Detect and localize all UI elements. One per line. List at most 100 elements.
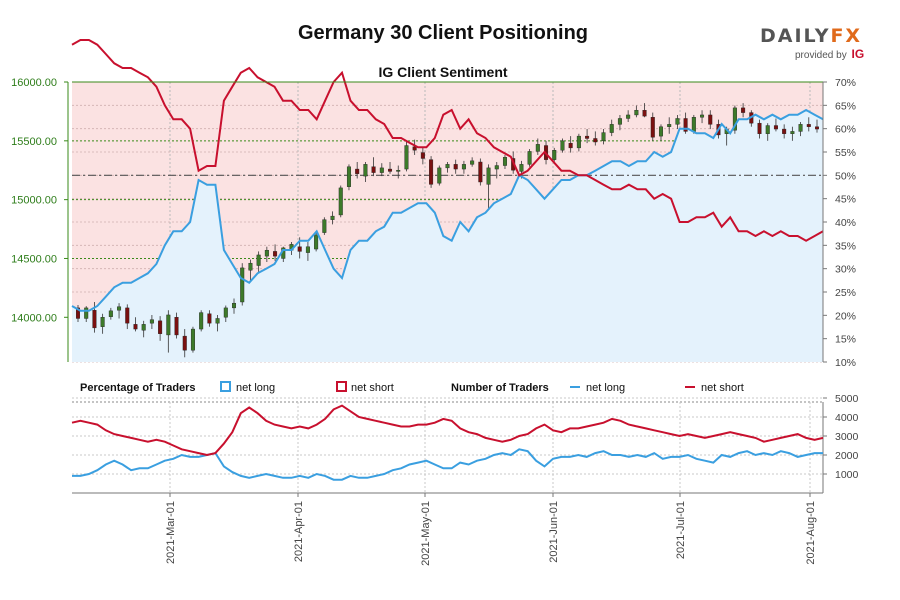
percent-tick-label: 20% xyxy=(835,310,856,322)
candle-body xyxy=(322,219,327,233)
candle-body xyxy=(314,234,319,250)
net-long-area xyxy=(72,110,823,362)
candle-body xyxy=(232,302,237,309)
price-tick-label: 14000.00 xyxy=(11,312,57,324)
percent-tick-label: 70% xyxy=(835,77,856,89)
candle-body xyxy=(773,125,778,130)
candle-body xyxy=(658,126,663,137)
candle-body xyxy=(502,157,507,166)
candle-body xyxy=(675,118,680,125)
candle-body xyxy=(412,146,417,151)
candle-body xyxy=(338,187,343,216)
candle-body xyxy=(601,132,606,142)
count-net-short-line xyxy=(71,404,824,457)
candle-body xyxy=(363,164,368,177)
x-tick-label: 2021-Jun-01 xyxy=(548,501,560,563)
candle-body xyxy=(568,142,573,149)
candle-body xyxy=(240,267,245,303)
candle-body xyxy=(790,131,795,134)
candle-body xyxy=(806,124,811,127)
candle-body xyxy=(683,118,688,132)
candle-body xyxy=(535,144,540,152)
candle-body xyxy=(782,128,787,134)
percent-tick-label: 15% xyxy=(835,334,856,346)
percent-tick-label: 45% xyxy=(835,194,856,206)
candle-body xyxy=(642,110,647,117)
provided-by: provided by IG xyxy=(795,47,864,61)
x-tick-label: 2021-Apr-01 xyxy=(293,501,305,562)
percent-tick-label: 50% xyxy=(835,170,856,182)
candle-body xyxy=(700,114,705,118)
candle-body xyxy=(174,317,179,336)
candle-body xyxy=(815,126,820,130)
candle-body xyxy=(626,114,631,119)
legend-net-short-swatch xyxy=(336,381,347,392)
percent-tick-label: 60% xyxy=(835,124,856,136)
panel-title: IG Client Sentiment xyxy=(378,64,507,80)
candle-body xyxy=(798,124,803,132)
candle-body xyxy=(617,118,622,125)
candle-body xyxy=(470,160,475,165)
candle-body xyxy=(560,140,565,151)
candle-body xyxy=(92,310,97,329)
candle-body xyxy=(108,310,113,317)
candle-body xyxy=(494,165,499,170)
candle-body xyxy=(486,167,491,185)
count-tick-label: 1000 xyxy=(835,469,859,481)
candle-body xyxy=(379,167,384,173)
candle-body xyxy=(297,246,302,252)
brand-main: DAILY xyxy=(760,25,831,47)
candle-body xyxy=(420,152,425,159)
candle-body xyxy=(519,164,524,172)
candle-body xyxy=(593,138,598,143)
candle-body xyxy=(305,246,310,253)
percent-tick-label: 25% xyxy=(835,287,856,299)
provided-by-label: provided by xyxy=(795,50,847,61)
candle-body xyxy=(429,159,434,185)
candle-body xyxy=(371,166,376,173)
brand-accent: FX xyxy=(830,25,863,47)
candle-body xyxy=(634,110,639,116)
candle-body xyxy=(552,150,557,160)
candle-body xyxy=(396,170,401,172)
dailyfx-logo: DAILYFX xyxy=(760,25,862,47)
net-short-line xyxy=(71,39,824,242)
percent-tick-label: 35% xyxy=(835,240,856,252)
candle-body xyxy=(158,320,163,334)
x-tick-label: 2021-Mar-01 xyxy=(165,501,177,564)
price-tick-label: 16000.00 xyxy=(11,77,57,89)
candle-body xyxy=(199,312,204,330)
x-tick-label: 2021-Aug-01 xyxy=(805,501,817,565)
candle-body xyxy=(732,107,737,131)
candle-body xyxy=(757,122,762,134)
legend-net-long-label: net long xyxy=(236,382,275,394)
net-long-line xyxy=(71,108,824,312)
candle-body xyxy=(149,319,154,324)
candle-body xyxy=(207,313,212,324)
candle-body xyxy=(453,164,458,170)
percent-tick-label: 40% xyxy=(835,217,856,229)
price-tick-label: 15000.00 xyxy=(11,195,57,207)
candle-body xyxy=(248,262,253,271)
ig-logo: IG xyxy=(851,47,865,61)
candle-body xyxy=(667,124,672,127)
candle-body xyxy=(166,314,171,336)
count-tick-label: 5000 xyxy=(835,393,859,405)
price-tick-label: 14500.00 xyxy=(11,253,57,265)
legend-count-short-label: net short xyxy=(701,382,744,394)
candle-body xyxy=(215,318,220,324)
candle-body xyxy=(125,307,130,324)
price-tick-label: 15500.00 xyxy=(11,136,57,148)
candle-body xyxy=(355,168,360,174)
candle-body xyxy=(117,306,122,311)
count-tick-label: 4000 xyxy=(835,412,859,424)
candle-body xyxy=(264,250,269,257)
candle-body xyxy=(223,307,228,318)
candle-body xyxy=(741,107,746,113)
candle-body xyxy=(141,324,146,331)
count-tick-label: 3000 xyxy=(835,431,859,443)
candle-body xyxy=(609,124,614,133)
candle-body xyxy=(585,135,590,139)
x-tick-label: 2021-Jul-01 xyxy=(675,501,687,559)
